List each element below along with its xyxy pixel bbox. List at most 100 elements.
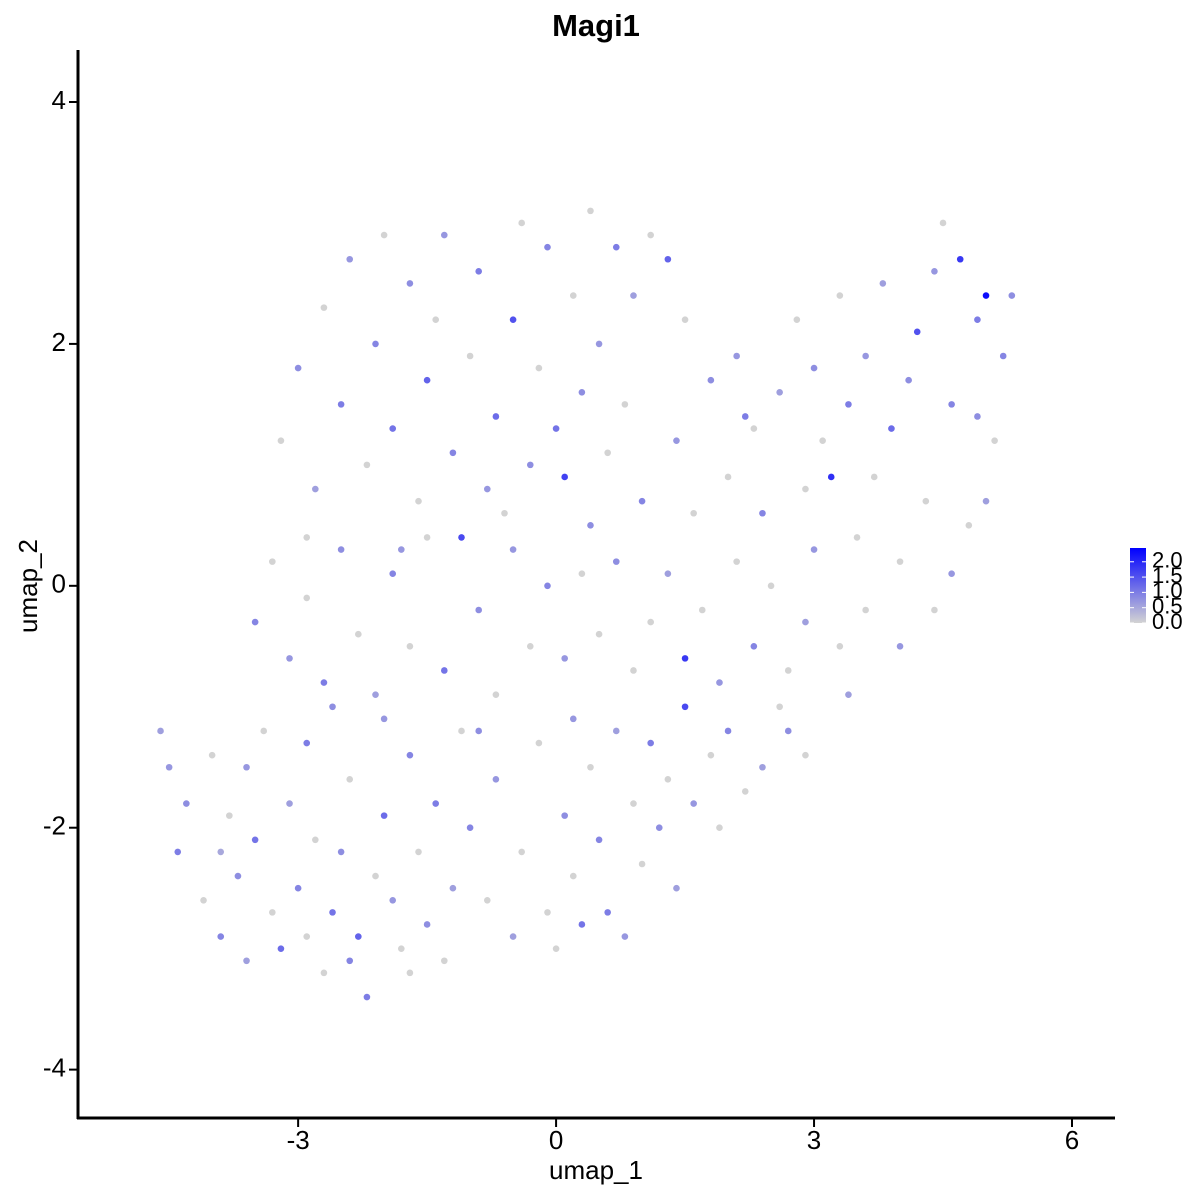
point [776, 388, 783, 396]
point [432, 316, 440, 324]
point [888, 425, 895, 432]
point [845, 691, 852, 698]
point [466, 352, 474, 360]
point [458, 727, 465, 735]
point [157, 727, 164, 735]
point [544, 243, 551, 251]
point [750, 425, 758, 432]
point [415, 497, 422, 505]
point [690, 509, 697, 517]
point [466, 824, 474, 832]
point [716, 679, 723, 686]
point [208, 751, 216, 759]
point [750, 642, 758, 650]
y-axis-label: umap_2 [13, 539, 43, 633]
y-tick-label: 4 [52, 85, 66, 115]
point [294, 884, 302, 892]
point [707, 751, 715, 759]
point [492, 691, 500, 698]
point [423, 534, 431, 541]
point [329, 909, 336, 916]
point [475, 727, 482, 735]
point [423, 376, 431, 384]
point [406, 642, 414, 650]
point [638, 860, 646, 868]
point [784, 667, 792, 674]
x-tick-label: 0 [549, 1125, 563, 1155]
point [526, 642, 534, 650]
point [458, 534, 465, 541]
point [578, 921, 586, 928]
point [595, 630, 603, 638]
point [398, 546, 405, 553]
point [286, 800, 293, 807]
point [733, 352, 740, 360]
point [303, 534, 311, 541]
y-tick-label: 2 [52, 327, 66, 357]
point [269, 558, 276, 565]
point [552, 425, 560, 432]
point [243, 957, 250, 965]
point [372, 872, 379, 880]
point [217, 848, 225, 856]
point [690, 800, 697, 807]
point [982, 292, 990, 299]
point [398, 945, 405, 952]
y-tick-label: -2 [43, 811, 66, 841]
point [991, 437, 998, 444]
point [587, 522, 594, 529]
point [320, 679, 328, 686]
x-tick-label: 3 [807, 1125, 821, 1155]
point [483, 485, 491, 493]
point [956, 255, 964, 263]
point [509, 316, 517, 324]
point [724, 473, 732, 481]
point [329, 703, 336, 711]
point [896, 558, 904, 565]
colorbar-label: 1.5 [1152, 563, 1183, 588]
point [647, 618, 654, 626]
point [612, 558, 620, 565]
point [759, 509, 766, 517]
point [380, 812, 388, 819]
point [535, 739, 543, 747]
point [277, 945, 285, 952]
point [974, 316, 981, 324]
point [810, 546, 818, 553]
point [509, 933, 517, 940]
point [200, 896, 207, 904]
point [251, 836, 259, 844]
point [853, 534, 861, 541]
point [870, 473, 878, 481]
point [234, 872, 242, 880]
point [544, 909, 551, 916]
point [896, 642, 904, 650]
point [931, 606, 938, 614]
point [303, 594, 311, 602]
point [716, 824, 723, 832]
point [389, 896, 397, 904]
point [509, 546, 517, 553]
point [286, 655, 293, 662]
colorbar [1130, 548, 1146, 623]
x-tick-label: 6 [1065, 1125, 1079, 1155]
point [355, 933, 362, 940]
point [922, 497, 930, 505]
point [630, 800, 637, 807]
point [741, 413, 749, 420]
point [544, 582, 551, 590]
point [776, 703, 783, 711]
point [707, 376, 715, 384]
point [733, 558, 740, 565]
point [767, 582, 775, 590]
point [303, 933, 311, 940]
point [406, 969, 414, 977]
point [312, 836, 319, 844]
point [784, 727, 792, 735]
point [483, 896, 491, 904]
point [698, 606, 706, 614]
point [879, 280, 887, 287]
point [492, 413, 500, 420]
point [389, 425, 397, 432]
point [836, 642, 844, 650]
